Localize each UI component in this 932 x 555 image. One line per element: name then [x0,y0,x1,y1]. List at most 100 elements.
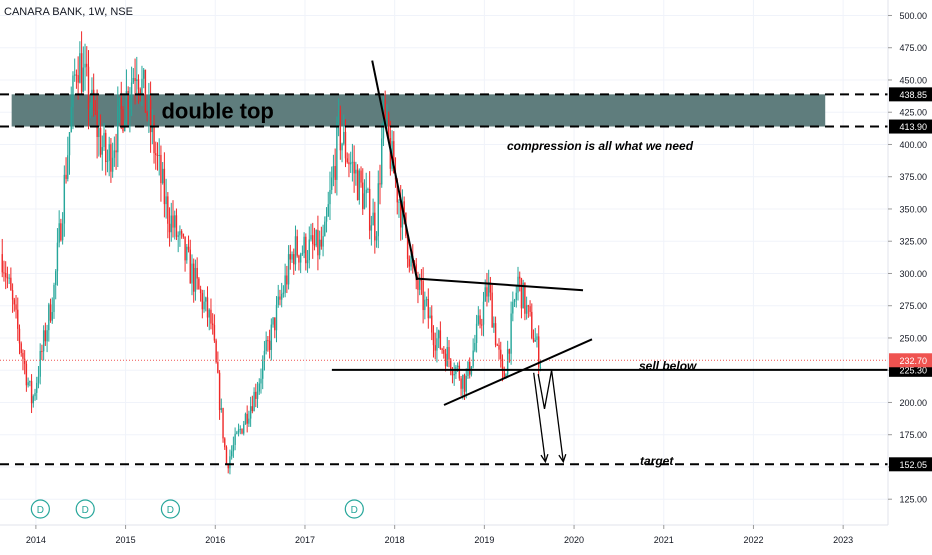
candle-body [44,330,47,342]
candle-body [189,249,191,284]
candle-body [20,343,22,353]
x-tick-label: 2015 [116,535,136,545]
candle-body [187,246,190,250]
candle-body [368,188,371,231]
candle-body [460,378,462,389]
candle-body [312,235,314,245]
price-axis[interactable]: 500.00 475.00 450.00 425.00 400.00 375.00 350.… [887,0,932,550]
candle-body [56,242,59,272]
candle-body [75,74,78,76]
candle-body [506,349,509,375]
candle-body [381,138,383,185]
candle-body [441,348,443,350]
candle-body [72,75,74,107]
candle-body [94,109,97,111]
candle-body [203,301,205,310]
x-tick-label: 2019 [474,535,494,545]
candle-body [527,305,530,307]
candle-body [374,212,376,241]
y-tick-label: 425.00 [899,108,927,118]
candle-body [37,376,40,383]
candle-body [484,287,486,302]
candle-body [400,201,402,228]
candle-body [329,189,331,205]
double-top-zone [11,94,826,127]
y-tick-label: 275.00 [899,301,927,311]
dividend-marker[interactable] [75,499,95,519]
candle-body [377,183,379,237]
candle-body [243,424,245,434]
candle-body [161,168,164,184]
dividend-marker[interactable] [160,499,181,519]
arrow-head [558,453,567,464]
candle-body [339,110,342,151]
candle-body [108,144,110,161]
candle-body [446,347,448,367]
candle-body [10,277,12,291]
candle-body [73,74,76,76]
candle-body [118,97,121,107]
candle-body [458,365,461,379]
dividend-marker[interactable] [344,499,364,519]
candle-body [437,330,440,339]
candle-body [146,112,148,117]
candle-body [30,381,33,404]
candle-body [387,113,390,139]
candle-body [60,223,62,241]
candle-body [165,196,167,205]
candle-body [253,391,255,412]
candle-body [151,123,154,133]
candle-body [355,169,357,174]
candle-body [336,122,338,180]
candle-body [429,315,431,319]
time-axis[interactable]: 2014 2015 2016 2017 2018 2019 2020 2021 2022 2023 [0,524,888,550]
y-tick-label: 450.00 [899,75,927,85]
candle-body [331,177,333,190]
candle-body [332,166,335,178]
candle-body [8,277,10,279]
candle-body [343,131,345,144]
candle-body [360,170,362,183]
dividend-marker[interactable] [30,499,50,519]
candle-body [258,383,260,392]
candle-body [101,147,103,155]
candle-body [512,301,514,314]
candle-body [356,169,359,201]
candle-body [194,267,197,292]
candle-body [486,287,488,297]
candle-body [127,91,129,110]
candle-body [246,413,248,424]
candle-body [134,77,136,82]
candle-body [379,183,381,185]
candle-body [103,132,105,148]
candle-body [472,350,474,367]
candle-body [256,391,259,399]
candle-body [325,216,328,222]
grid [0,0,888,525]
y-tick-label: 400.00 [899,140,927,150]
candle-body [163,168,166,205]
level-tag-bg [889,87,932,102]
candle-body [174,215,176,228]
candle-body [213,325,216,341]
last-price-tag-bg [889,353,932,368]
candle-body [15,304,17,310]
candle-body [106,160,109,163]
candle-body [406,236,409,260]
candle-body [362,182,364,210]
candle-body [77,75,79,83]
candle-body [396,179,398,203]
candle-body [522,282,524,309]
candle-body [211,323,214,326]
time-axis-bg [0,525,888,550]
candle-body [520,278,523,309]
candle-body [424,299,426,311]
double-top-label: double top [161,98,273,123]
sell-below-label: sell below [639,359,697,373]
candle-body [420,279,423,282]
candle-body [136,79,138,82]
candle-body [534,339,536,342]
candle-body [431,315,433,333]
